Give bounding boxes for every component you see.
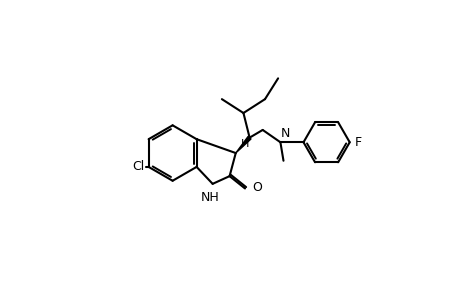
Text: H: H <box>241 139 249 149</box>
Text: F: F <box>353 136 361 149</box>
Polygon shape <box>235 136 251 153</box>
Text: N: N <box>280 127 290 140</box>
Text: Cl: Cl <box>132 160 145 173</box>
Text: O: O <box>252 181 262 194</box>
Text: NH: NH <box>201 191 219 204</box>
